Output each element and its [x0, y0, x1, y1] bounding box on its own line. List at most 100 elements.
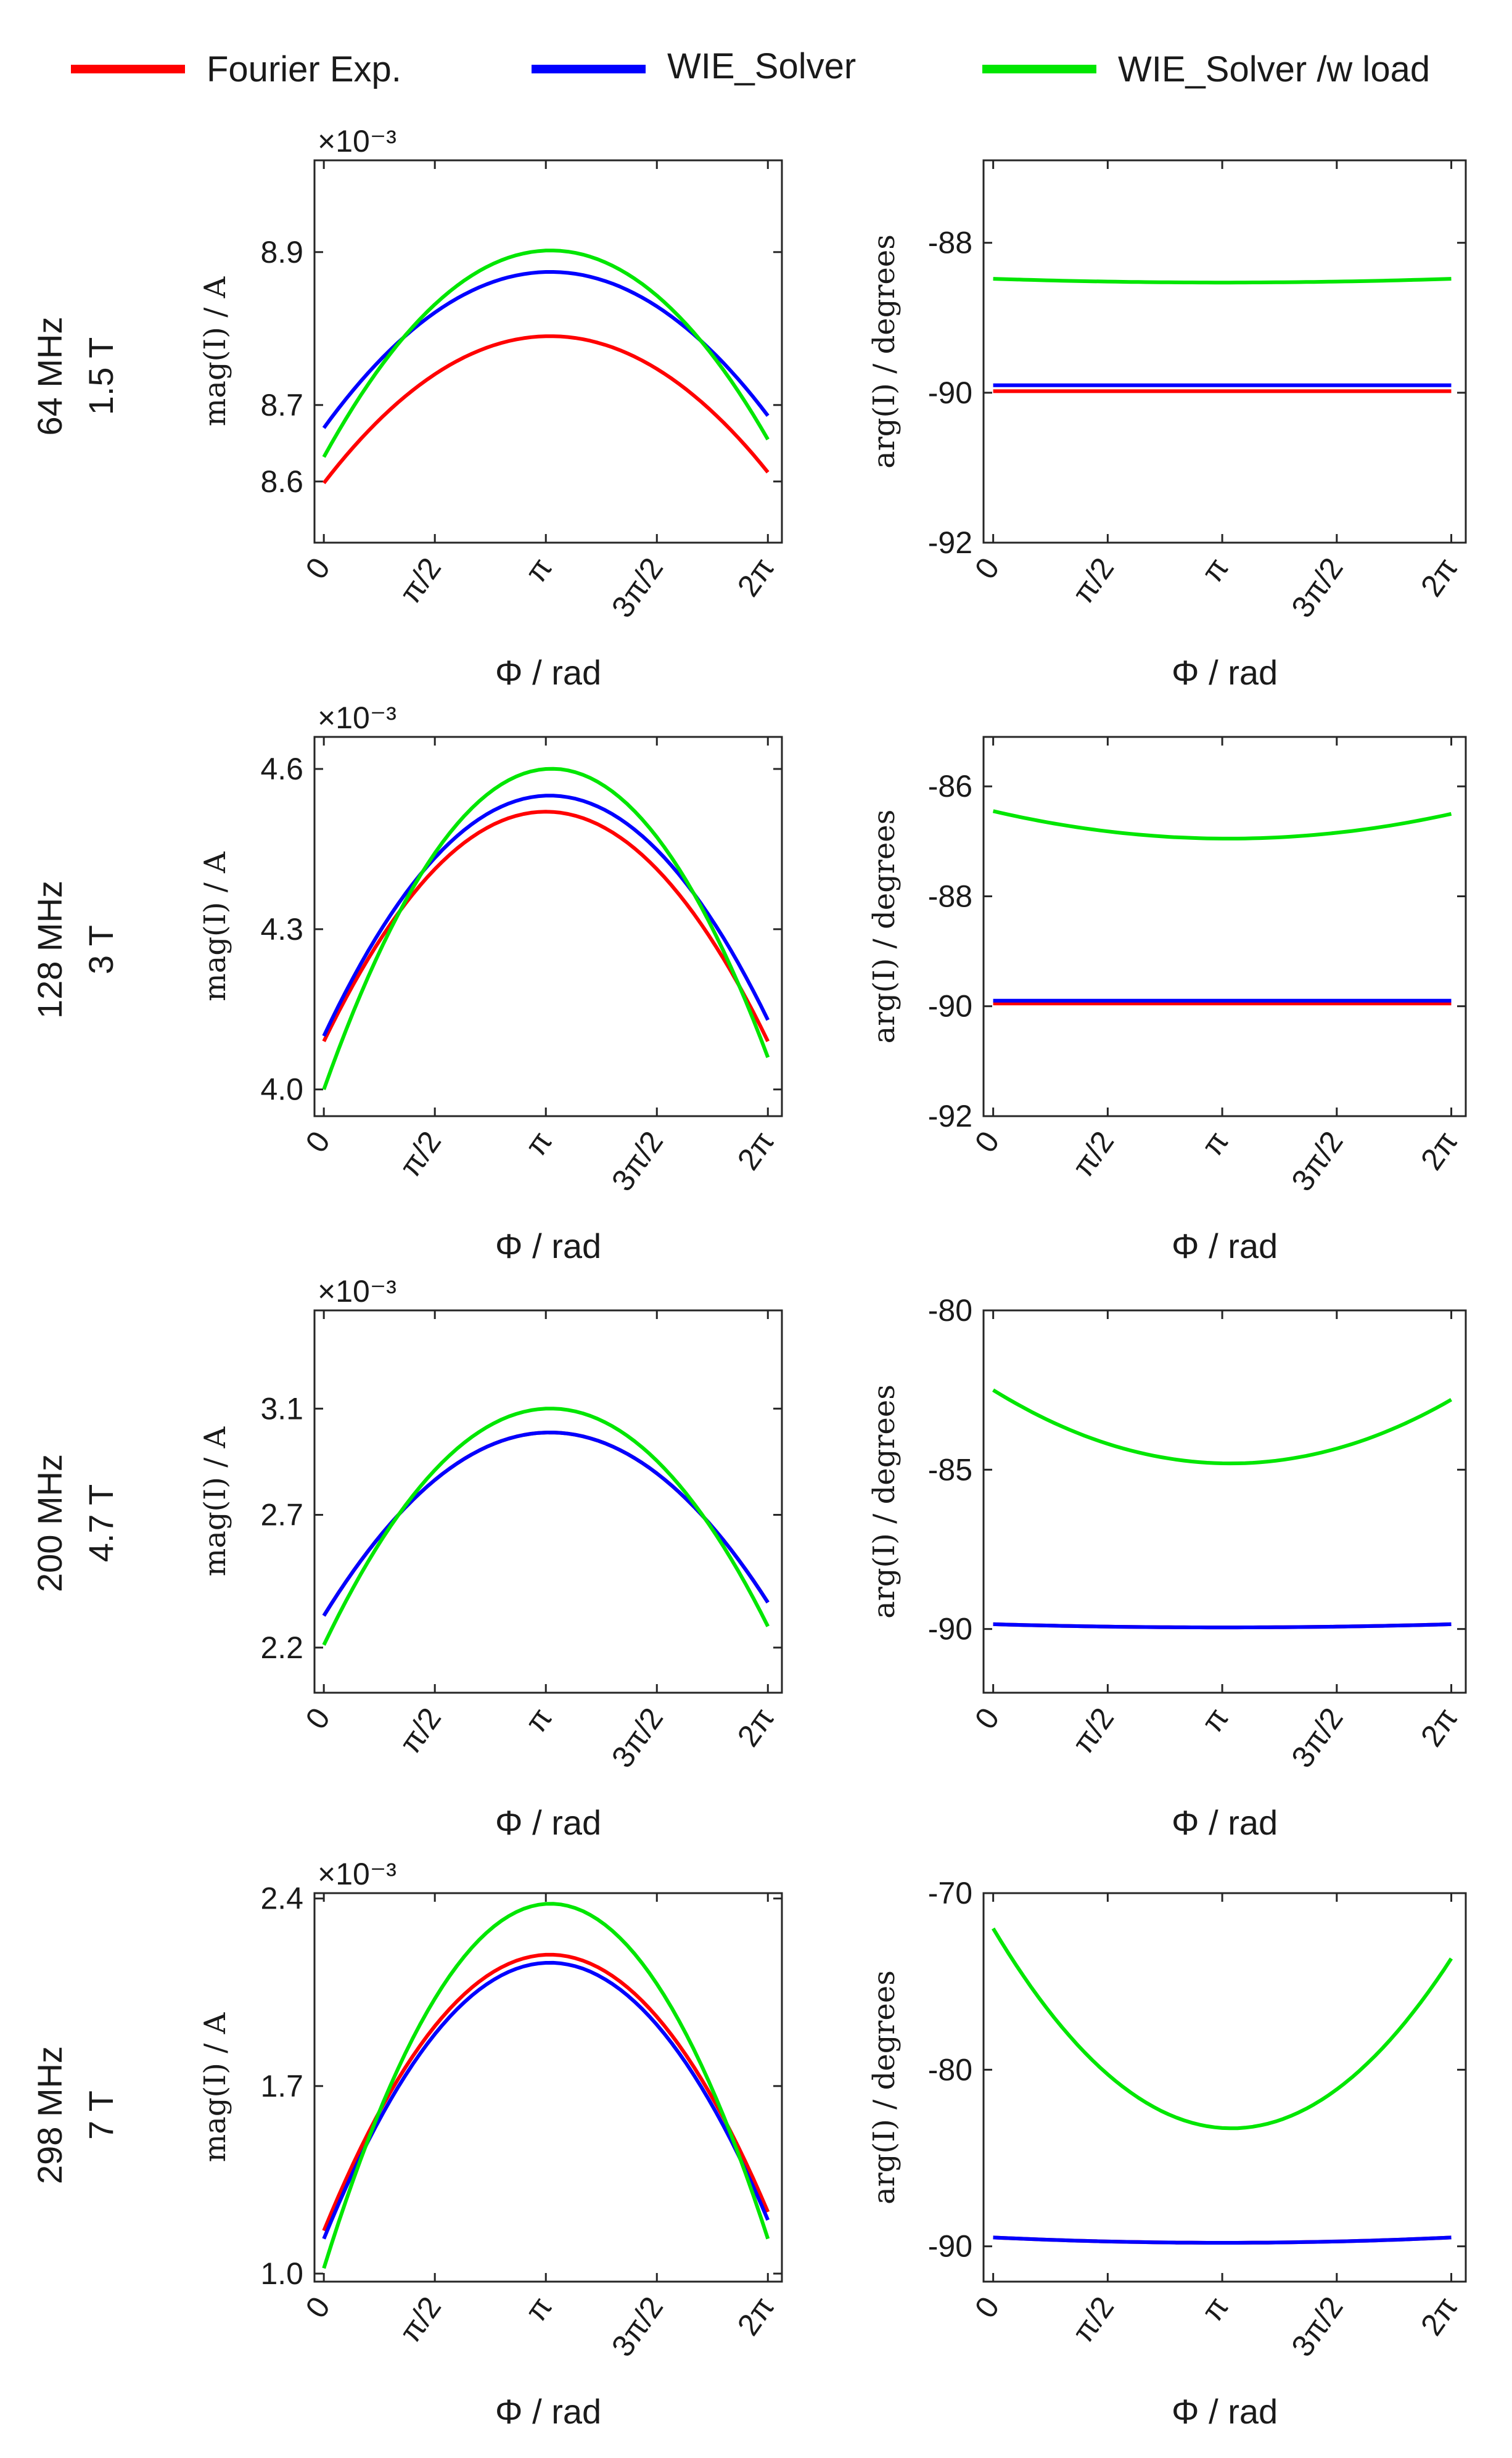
chart-panel: -90 -80 -70 0 π/2 π 3π/2 2π Φ / rad arg(I) / degr…: [867, 1876, 1467, 2431]
chart-panel: -90 -85 -80 0 π/2 π 3π/2 2π Φ / rad arg(I) / degr…: [867, 1293, 1467, 1842]
x-tick-label: π: [1194, 1701, 1235, 1738]
row-field-label: 1.5 T: [81, 337, 120, 416]
y-tick-label: 1.0: [260, 2256, 303, 2291]
y-tick-label: 4.6: [260, 752, 303, 786]
x-tick-label: 3π/2: [1284, 551, 1350, 623]
x-tick-label: 0: [298, 2290, 337, 2324]
y-tick-label: 4.0: [260, 1072, 303, 1107]
y-axis-label: mag(I) / A: [198, 1426, 232, 1576]
axes-frame: [982, 159, 1467, 544]
y-tick-label: -90: [928, 376, 972, 410]
y-tick-label: 8.9: [260, 235, 303, 269]
y-tick-label: -88: [928, 226, 972, 260]
axes-frame: [313, 1309, 783, 1694]
y-tick-label: 2.4: [260, 1881, 303, 1916]
series-line: [993, 277, 1452, 285]
x-tick-label: 0: [968, 2290, 1006, 2324]
y-axis-label: arg(I) / degrees: [867, 1970, 902, 2205]
series-line: [322, 249, 770, 458]
x-tick-label: π: [519, 1125, 559, 1162]
y-exponent-label: ×10⁻³: [318, 1857, 396, 1891]
row-frequency-label: 128 MHz: [30, 881, 69, 1019]
x-tick-label: π/2: [1066, 1701, 1121, 1760]
x-tick-label: 0: [968, 1701, 1006, 1735]
x-tick-label: π: [1194, 1125, 1235, 1162]
x-tick-label: 2π: [731, 551, 781, 602]
x-tick-label: 3π/2: [1284, 2290, 1350, 2362]
chart-panel: 8.6 8.7 8.9 0 π/2 π 3π/2 2π Φ / rad mag(I) / A ×10…: [198, 124, 783, 692]
axes-frame: [313, 736, 783, 1117]
x-tick-label: π: [519, 1701, 559, 1738]
x-tick-label: π: [1194, 551, 1235, 588]
y-exponent-label: ×10⁻³: [318, 1274, 396, 1309]
x-tick-label: π: [519, 2290, 559, 2327]
x-axis-label: Φ / rad: [1172, 1227, 1278, 1265]
series-line: [993, 2235, 1452, 2245]
x-tick-label: π/2: [1066, 1125, 1121, 1183]
x-tick-label: 2π: [1414, 2290, 1465, 2341]
x-axis-label: Φ / rad: [495, 653, 601, 692]
y-tick-label: -80: [928, 1293, 972, 1328]
series-line: [322, 334, 770, 485]
series-line: [992, 1388, 1452, 1466]
x-tick-label: 3π/2: [605, 551, 670, 623]
x-tick-label: π: [519, 551, 559, 588]
x-tick-label: 2π: [1414, 551, 1465, 602]
y-tick-label: -92: [928, 525, 972, 560]
row-frequency-label: 64 MHz: [30, 317, 69, 436]
y-tick-label: 4.3: [260, 912, 303, 947]
row-frequency-label: 298 MHz: [30, 2046, 69, 2184]
series-line: [322, 1902, 770, 2269]
y-axis-label: mag(I) / A: [198, 276, 232, 426]
axes-frame: [313, 159, 783, 544]
y-tick-label: 2.7: [260, 1498, 303, 1532]
y-tick-label: -92: [928, 1099, 972, 1133]
series-line: [992, 809, 1452, 841]
x-tick-label: 0: [968, 1125, 1006, 1159]
y-tick-label: -90: [928, 989, 972, 1024]
x-tick-label: 0: [968, 551, 1006, 585]
y-tick-label: -85: [928, 1452, 972, 1487]
series-line: [322, 767, 770, 1090]
y-axis-label: arg(I) / degrees: [867, 810, 902, 1044]
y-axis-label: arg(I) / degrees: [867, 234, 902, 469]
panels: 8.6 8.7 8.9 0 π/2 π 3π/2 2π Φ / rad mag(I) / A ×10…: [198, 124, 1467, 2431]
x-tick-label: π/2: [393, 551, 448, 610]
x-axis-label: Φ / rad: [495, 2392, 601, 2431]
axes-frame: [982, 736, 1467, 1117]
x-tick-label: 0: [298, 1125, 337, 1159]
row-frequency-label: 200 MHz: [30, 1454, 69, 1592]
y-tick-label: 8.7: [260, 388, 303, 422]
legend-label-wie-load: WIE_Solver /w load: [1118, 49, 1430, 89]
series-line: [322, 1960, 770, 2240]
x-tick-label: 2π: [731, 1701, 781, 1753]
row-field-label: 4.7 T: [81, 1484, 120, 1563]
y-exponent-label: ×10⁻³: [318, 124, 396, 158]
chart-panel: -92 -90 -88 -86 0 π/2 π 3π/2 2π Φ / rad arg(I) / d…: [867, 736, 1467, 1265]
row-field-label: 7 T: [81, 2090, 120, 2140]
series-line: [322, 1952, 770, 2232]
x-tick-label: 2π: [1414, 1701, 1465, 1753]
x-tick-label: π: [1194, 2290, 1235, 2327]
x-axis-label: Φ / rad: [1172, 2392, 1278, 2431]
y-tick-label: 1.7: [260, 2069, 303, 2103]
y-axis-label: arg(I) / degrees: [867, 1384, 902, 1619]
row-labels: 64 MHz 1.5 T 128 MHz 3 T 200 MHz 4.7 T 2…: [30, 317, 120, 2185]
x-tick-label: 3π/2: [1284, 1701, 1350, 1774]
x-tick-label: π/2: [393, 1701, 448, 1760]
axes-frame: [313, 1892, 783, 2283]
y-tick-label: -80: [928, 2052, 972, 2087]
legend-label-fourier: Fourier Exp.: [207, 49, 401, 89]
y-tick-label: -86: [928, 769, 972, 804]
y-tick-label: -90: [928, 2229, 972, 2264]
x-tick-label: 2π: [731, 2290, 781, 2341]
y-tick-label: -70: [928, 1876, 972, 1910]
legend: Fourier Exp. WIE_Solver WIE_Solver /w lo…: [71, 46, 1430, 89]
series-line: [992, 1927, 1453, 2131]
y-tick-label: 3.1: [260, 1391, 303, 1426]
series-line: [993, 1622, 1452, 1630]
chart-panel: 2.2 2.7 3.1 0 π/2 π 3π/2 2π Φ / rad mag(I) / A ×10…: [198, 1274, 783, 1842]
y-tick-label: -90: [928, 1612, 972, 1646]
x-tick-label: 3π/2: [1284, 1125, 1350, 1197]
x-axis-label: Φ / rad: [1172, 653, 1278, 692]
